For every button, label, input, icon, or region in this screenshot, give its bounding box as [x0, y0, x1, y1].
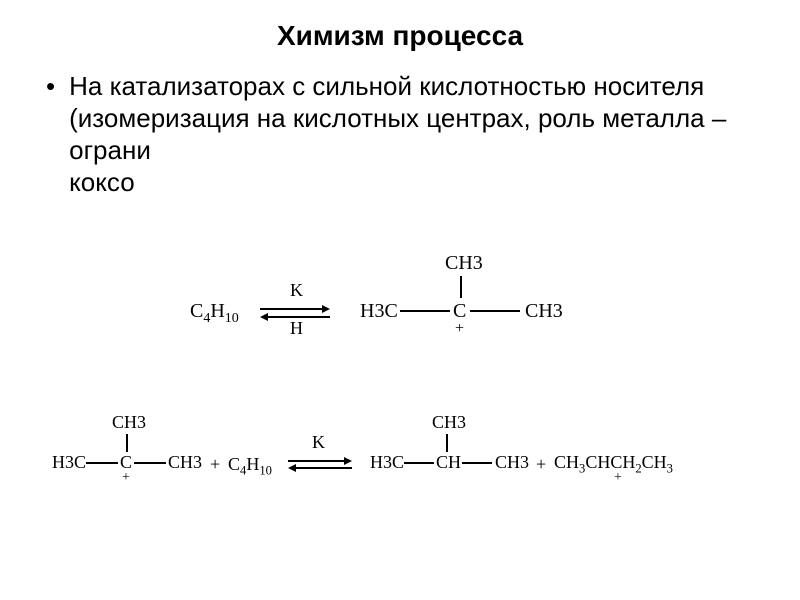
r1-vbond — [460, 276, 462, 298]
slide: Химизм процесса • На катализаторах с сил… — [0, 0, 800, 600]
r1-prod-plus: + — [455, 320, 464, 338]
r2-chain-plus: + — [614, 470, 622, 486]
r1-eq-arrow — [260, 300, 330, 324]
r1-reactant: C4H10 — [190, 300, 239, 327]
bullet-row: • На катализаторах с сильной кислотность… — [40, 70, 760, 198]
r2-r-h3c: H3C — [370, 452, 404, 473]
r2-l-h3c: H3C — [52, 452, 86, 473]
r2-l-vbond — [126, 434, 128, 452]
r2-l-ch3r: CH3 — [168, 452, 202, 473]
bullet-dot: • — [46, 70, 55, 102]
r2-plus1: + — [210, 454, 220, 475]
r2-r-vbond — [446, 434, 448, 452]
r2-l-ch3top: CH3 — [112, 412, 146, 433]
r2-r-ch3top: CH3 — [432, 412, 466, 433]
body-tail: коксо — [69, 166, 760, 198]
r2-l-hb1 — [86, 462, 118, 464]
body-text: На катализаторах с сильной кислотностью … — [69, 70, 760, 166]
r1-prod-ch3-top: CH3 — [445, 252, 483, 275]
r2-plus2: + — [536, 454, 546, 475]
body-text-wrap: На катализаторах с сильной кислотностью … — [69, 70, 760, 198]
r1-prod-ch3r: CH3 — [525, 300, 563, 323]
r2-r-hb2 — [462, 462, 492, 464]
slide-title: Химизм процесса — [40, 20, 760, 52]
r1-prod-h3c: H3C — [360, 300, 398, 323]
r2-r-ch: CH — [436, 452, 461, 473]
r2-r-ch3r: CH3 — [495, 452, 529, 473]
r1-prod-c: C — [453, 300, 466, 323]
r2-l-hb2 — [134, 462, 166, 464]
r1-cat-bot: H — [290, 318, 303, 339]
r2-eq-arrow — [288, 452, 352, 474]
r2-chain: CH3CHCH2CH3 — [554, 452, 673, 477]
r1-hbond1 — [400, 310, 450, 312]
r2-c4h10: C4H10 — [228, 454, 272, 479]
r2-l-plus: + — [122, 470, 130, 486]
r1-hbond2 — [470, 310, 520, 312]
r1-cat-top: K — [290, 280, 303, 301]
r2-r-hb1 — [404, 462, 434, 464]
r2-l-c: C — [120, 452, 132, 473]
r2-cat: K — [312, 432, 325, 453]
